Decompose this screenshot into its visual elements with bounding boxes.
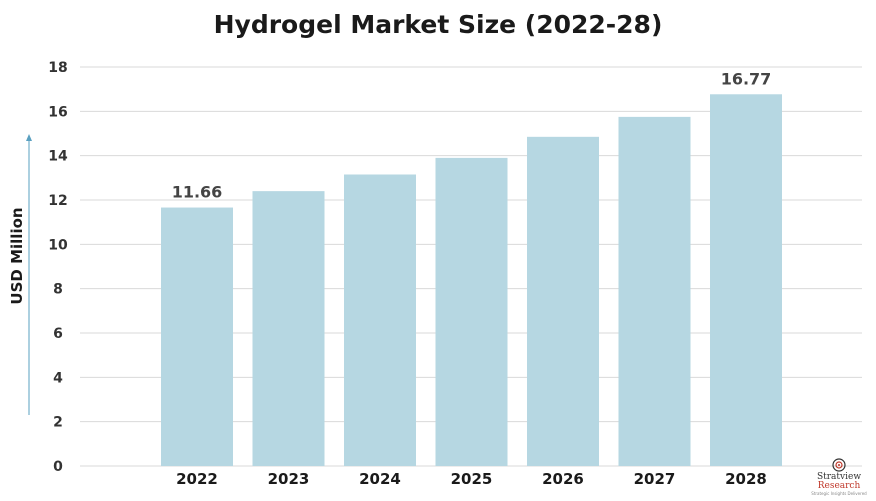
- y-tick-labels: 0 2 4 6 8 10 12 14 16 18: [48, 60, 68, 475]
- x-tick-label: 2028: [725, 470, 767, 488]
- x-tick-label: 2025: [451, 470, 493, 488]
- x-tick-label: 2022: [176, 470, 218, 488]
- x-tick-label: 2026: [542, 470, 584, 488]
- y-tick-label: 14: [48, 149, 68, 165]
- bar: [161, 207, 233, 466]
- bar: [710, 94, 782, 466]
- bar: [527, 136, 599, 466]
- y-axis-arrowhead: [26, 134, 32, 141]
- y-tick-label: 8: [53, 282, 63, 298]
- x-tick-labels: 2022 2023 2024 2025 2026 2027 2028: [176, 470, 767, 488]
- stratview-logo: Stratview Research Strategic Insights De…: [806, 458, 872, 498]
- data-labels: 11.66 16.77: [172, 69, 772, 201]
- data-label: 11.66: [172, 183, 223, 202]
- y-tick-label: 18: [48, 60, 67, 76]
- data-label: 16.77: [721, 69, 772, 88]
- bar: [435, 157, 508, 466]
- y-tick-label: 6: [53, 326, 63, 342]
- bars: [161, 94, 782, 466]
- target-icon: [832, 458, 846, 472]
- bar: [252, 191, 325, 466]
- logo-word: Stratview: [816, 472, 862, 482]
- y-tick-label: 16: [48, 104, 67, 120]
- y-axis-title: USD Million: [8, 207, 26, 304]
- y-tick-label: 4: [53, 370, 63, 386]
- y-tick-label: 2: [53, 415, 63, 431]
- bar: [344, 174, 416, 466]
- y-axis: USD Million: [8, 134, 32, 415]
- x-tick-label: 2024: [359, 470, 401, 488]
- chart-title: Hydrogel Market Size (2022-28): [213, 10, 663, 39]
- x-tick-label: 2027: [634, 470, 676, 488]
- bar: [618, 116, 691, 466]
- logo-tagline: Strategic Insights Delivered: [811, 491, 867, 496]
- y-tick-label: 12: [48, 193, 67, 209]
- x-tick-label: 2023: [268, 470, 310, 488]
- logo-word-secondary: Research: [817, 481, 861, 491]
- y-tick-label: 0: [53, 459, 63, 475]
- y-tick-label: 10: [48, 237, 68, 253]
